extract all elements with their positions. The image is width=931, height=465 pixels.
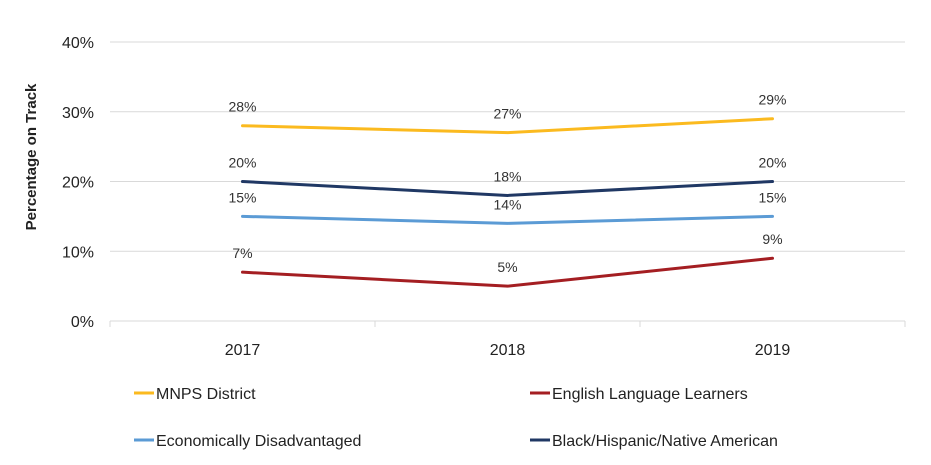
y-tick-label: 10% <box>62 244 94 261</box>
y-tick-labels: 0% 10% 20% 30% 40% <box>62 35 94 331</box>
legend-item-black-hispanic-native-american: Black/Hispanic/Native American <box>530 433 778 450</box>
data-label-mnps-district: 28% <box>228 99 256 115</box>
legend-label: Black/Hispanic/Native American <box>552 433 778 450</box>
legend-label: Economically Disadvantaged <box>156 433 361 450</box>
data-label-english-language-learners: 7% <box>232 245 252 261</box>
legend-label: English Language Learners <box>552 386 748 403</box>
series-lines <box>241 117 774 288</box>
data-label-mnps-district: 27% <box>493 106 521 122</box>
y-tick-label: 0% <box>71 314 94 331</box>
legend-item-english-language-learners: English Language Learners <box>530 386 748 403</box>
legend: MNPS District English Language Learners Ec… <box>134 386 778 450</box>
data-label-economically-disadvantaged: 15% <box>228 189 256 205</box>
data-label-black-hispanic-native-american: 20% <box>758 155 786 171</box>
data-label-black-hispanic-native-american: 18% <box>493 168 521 184</box>
x-tick-label: 2018 <box>490 342 526 359</box>
y-tick-label: 20% <box>62 175 94 192</box>
x-axis: 2017 2018 2019 <box>109 320 906 359</box>
data-label-economically-disadvantaged: 15% <box>758 189 786 205</box>
gridlines <box>110 41 905 252</box>
data-label-black-hispanic-native-american: 20% <box>228 155 256 171</box>
data-label-english-language-learners: 9% <box>762 231 782 247</box>
x-tick-label: 2019 <box>755 342 791 359</box>
y-tick-label: 30% <box>62 105 94 122</box>
y-tick-label: 40% <box>62 35 94 52</box>
data-labels: 28% 27% 29% 7% 5% 9% 15% 14% 15% 20% 18% 20% <box>228 92 786 275</box>
series-line-economically-disadvantaged <box>241 214 774 225</box>
legend-item-mnps-district: MNPS District <box>134 386 256 403</box>
data-label-economically-disadvantaged: 14% <box>493 196 521 212</box>
y-axis-title: Percentage on Track <box>23 83 40 230</box>
legend-item-economically-disadvantaged: Economically Disadvantaged <box>134 433 361 450</box>
legend-label: MNPS District <box>156 386 256 403</box>
data-label-mnps-district: 29% <box>758 92 786 108</box>
data-label-english-language-learners: 5% <box>497 259 517 275</box>
x-tick-label: 2017 <box>225 342 261 359</box>
